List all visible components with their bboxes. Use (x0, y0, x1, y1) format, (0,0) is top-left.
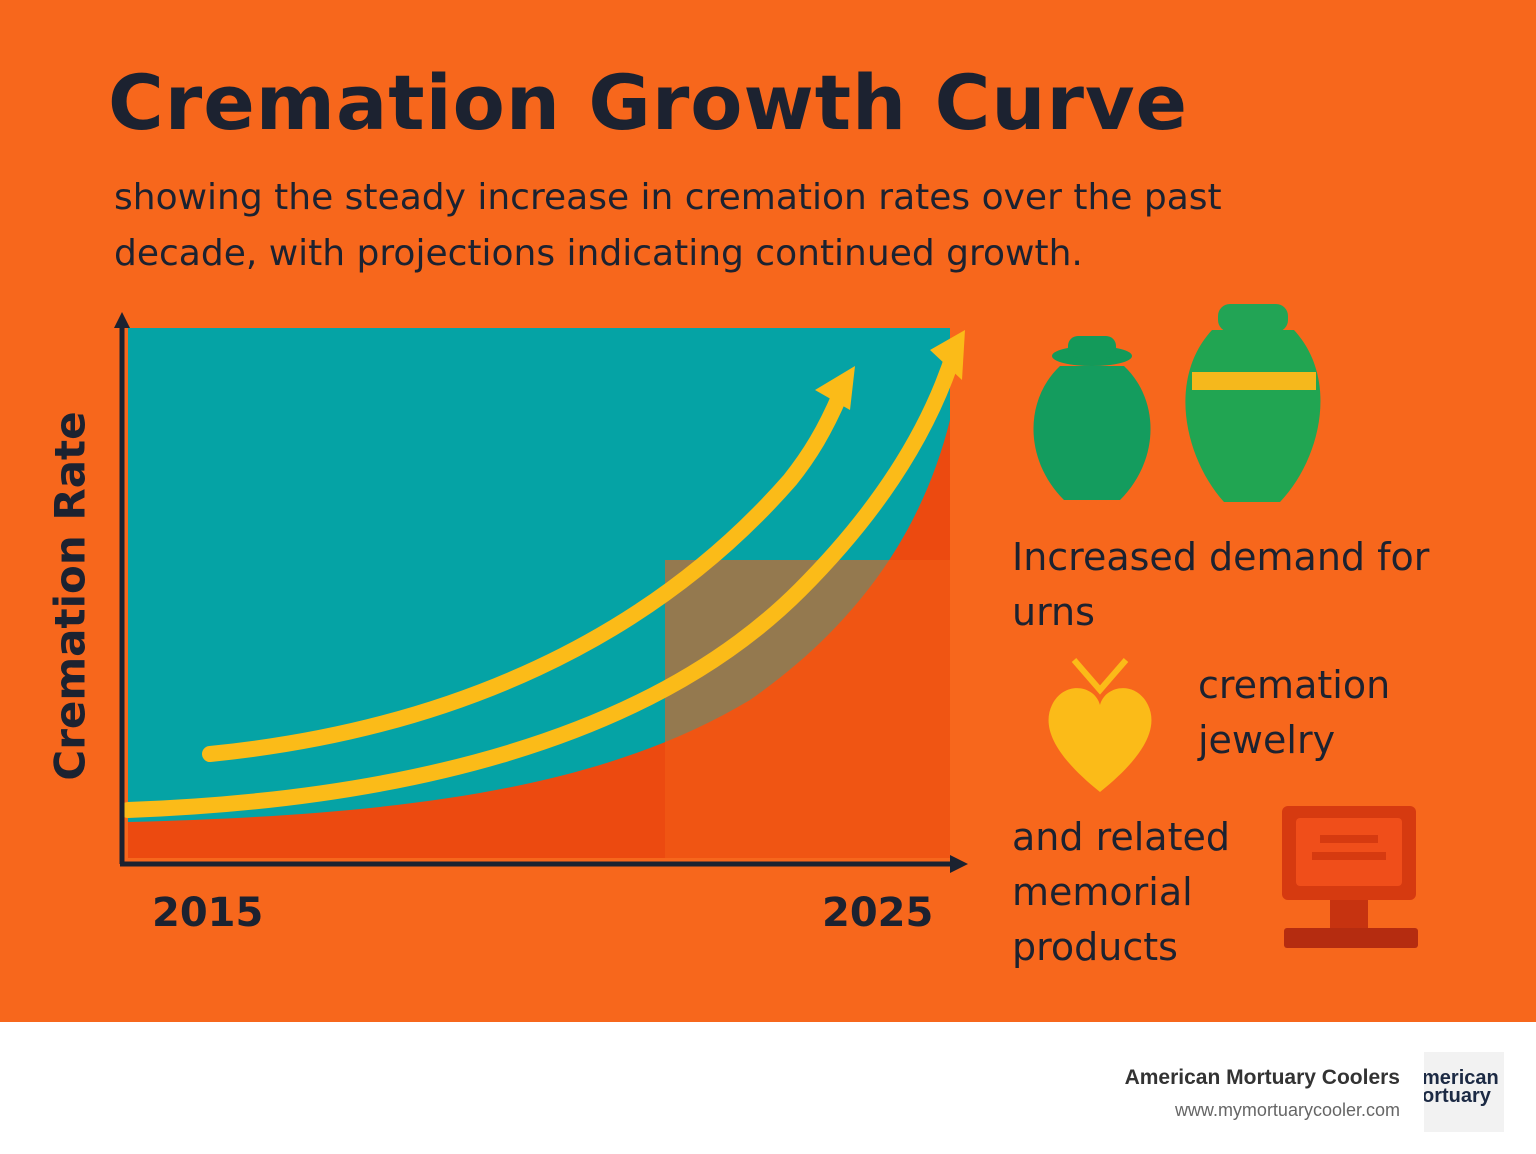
brand-name: American Mortuary Coolers (1124, 1066, 1400, 1089)
arrow-head (930, 330, 965, 380)
axis-arrow (950, 855, 968, 873)
y-axis-label: Cremation Rate (45, 411, 95, 781)
item-text: cremation jewelry (1198, 663, 1391, 762)
axis-arrow (114, 312, 130, 328)
brand-url: www.mymortuarycooler.com (1174, 1100, 1400, 1120)
x-label: 2025 (822, 890, 934, 936)
area-shade (665, 560, 950, 858)
heart-pendant (1048, 658, 1152, 792)
growth-curve (120, 342, 963, 818)
urn-small (1033, 336, 1151, 500)
growth-curve (202, 387, 848, 762)
footer: American Mortuary Coolers www.mymortuary… (0, 1022, 1536, 1154)
logo-text: ortuary (1424, 1085, 1491, 1107)
arrow-head (815, 366, 855, 410)
logo: merican ortuary (1424, 1052, 1504, 1132)
logo-text: merican (1424, 1067, 1499, 1089)
infographic: Cremation Growth Curve showing the stead… (0, 0, 1536, 1022)
urn-large (1185, 304, 1321, 502)
title: Cremation Growth Curve (108, 58, 1189, 147)
illustration (114, 304, 1418, 948)
subtitle: showing the steady increase in cremation… (114, 177, 1222, 274)
item-text: Increased demand for urns (1012, 535, 1430, 634)
item-text: and related memorial products (1012, 815, 1230, 969)
monitor-icon (1282, 806, 1418, 948)
x-label: 2015 (152, 890, 264, 936)
